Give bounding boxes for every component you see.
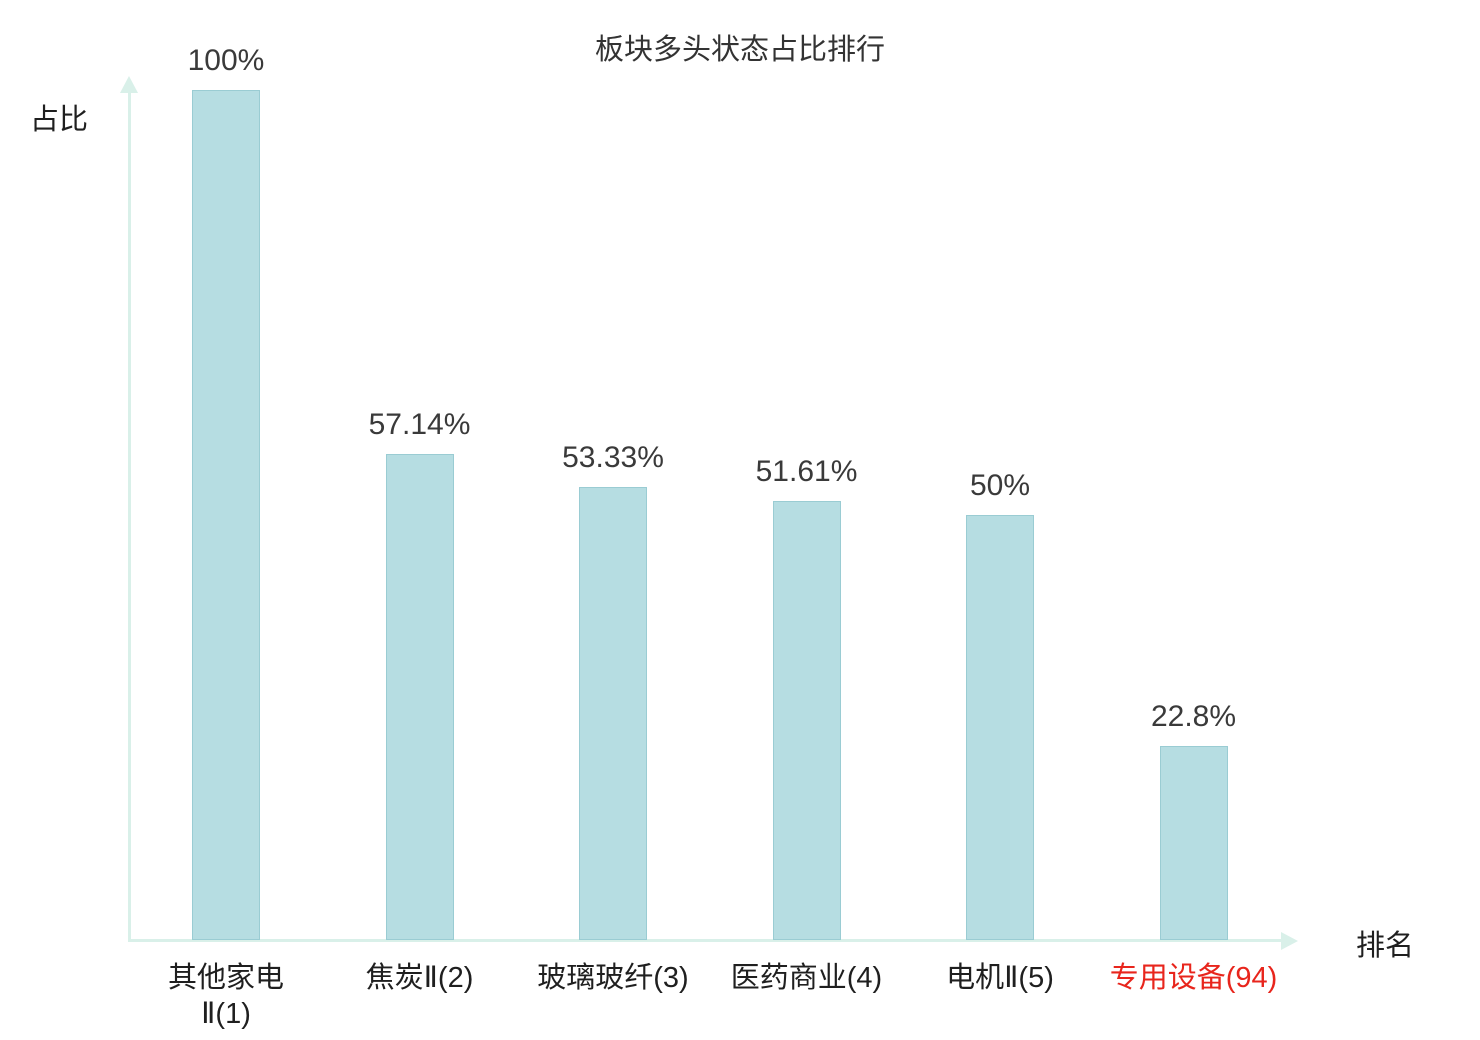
bar (192, 90, 260, 940)
bar-value-label: 22.8% (1150, 700, 1237, 734)
x-axis-label: 排名 (1356, 930, 1415, 962)
bar-value-label: 51.61% (755, 455, 858, 489)
y-axis (128, 92, 131, 942)
y-axis-label: 占比 (30, 104, 89, 136)
y-axis-arrow-icon (120, 76, 138, 93)
bar (385, 454, 454, 940)
x-axis-arrow-icon (1281, 932, 1298, 950)
bar (966, 515, 1034, 940)
x-axis (128, 939, 1283, 942)
chart-title: 板块多头状态占比排行 (594, 34, 885, 66)
bar (772, 501, 841, 940)
x-tick-label: 其他家电 Ⅱ(1) (167, 962, 284, 1031)
bar-value-label: 50% (969, 469, 1031, 502)
bar (579, 486, 647, 940)
x-tick-label: 医药商业(4) (730, 962, 883, 994)
x-tick-label: 焦炭Ⅱ(2) (365, 962, 474, 994)
x-tick-label: 电机Ⅱ(5) (946, 962, 1054, 994)
bar (1159, 746, 1228, 940)
bar-value-label: 53.33% (562, 440, 664, 474)
bar-value-label: 100% (187, 44, 265, 77)
x-tick-label: 专用设备(94) (1109, 962, 1278, 994)
bar-value-label: 57.14% (368, 408, 471, 442)
x-tick-label: 玻璃玻纤(3) (537, 962, 689, 994)
